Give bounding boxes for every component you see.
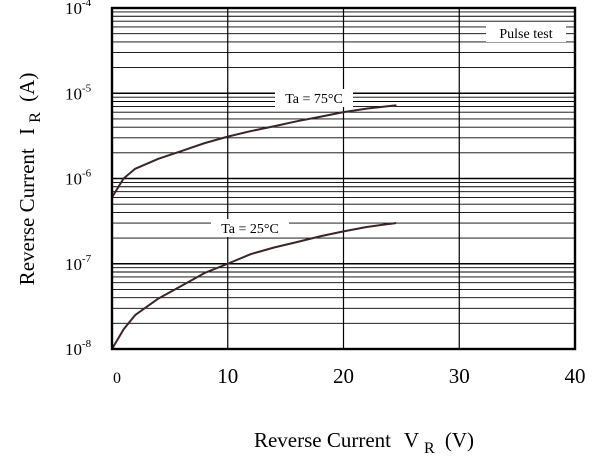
series-label-ta-75c-background [275,89,353,107]
pulse-test-label-background [486,24,566,42]
x-axis-subscript: R [424,440,435,457]
pulse-test-label: Pulse test [499,27,552,42]
x-tick-label: 10 [217,364,238,388]
y-axis-unit: (A) [15,73,39,102]
x-tick-labels: 0 10 20 30 40 [113,364,586,388]
y-axis-title: Reverse Current I R (A) [15,73,45,286]
grid-layer [111,7,576,350]
y-tick-labels: 10-8 10-7 10-6 10-5 10-4 [65,0,92,359]
x-tick-label: 0 [113,370,121,387]
series-label-ta-75c: Ta = 75°C [285,92,343,107]
y-tick-label: 10-5 [65,82,92,103]
series-layer [111,104,397,350]
series-label-ta-25c: Ta = 25°C [221,222,279,237]
plot-frame [110,6,577,351]
x-axis-symbol: V [404,428,419,452]
x-tick-label: 30 [449,364,470,388]
x-tick-label: 40 [565,364,586,388]
y-tick-label: 10-6 [65,168,92,189]
y-axis-title-text: Reverse Current [15,148,39,285]
y-tick-label: 10-7 [65,253,92,274]
y-axis-subscript: R [27,112,44,123]
x-tick-label: 20 [333,364,354,388]
y-tick-label: 10-4 [65,0,92,18]
x-axis-unit: (V) [445,428,474,452]
x-axis-title: Reverse Current V R (V) [254,428,474,458]
annotations: Pulse test Ta = 75°C Ta = 25°C [211,24,566,237]
series-line-ta-25c [111,222,397,350]
series-label-ta-25c-background [211,219,289,237]
y-tick-label: 10-8 [65,338,92,359]
y-axis-symbol: I [15,128,39,135]
x-axis-title-text: Reverse Current [254,428,391,452]
series-line-ta-75c [111,104,397,199]
